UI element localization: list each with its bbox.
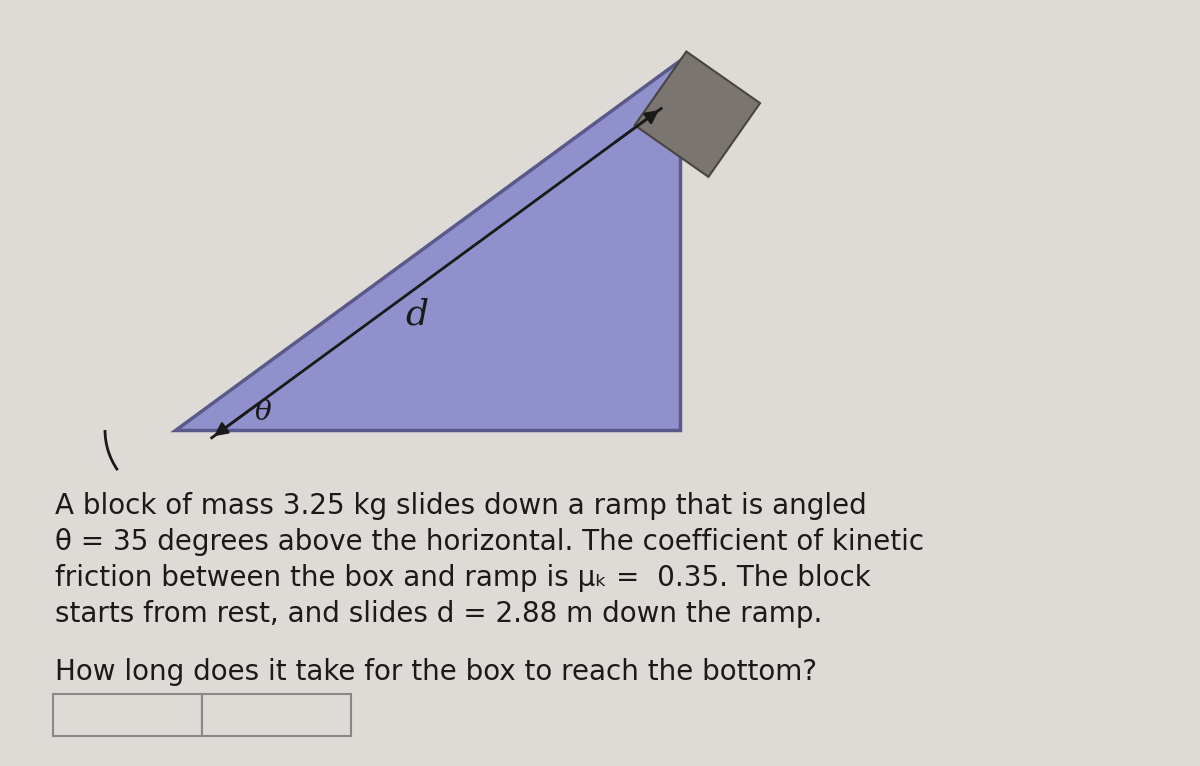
Text: θ: θ xyxy=(254,398,271,425)
Text: friction between the box and ramp is μₖ =  0.35. The block: friction between the box and ramp is μₖ … xyxy=(55,564,871,592)
Text: θ = 35 degrees above the horizontal. The coefficient of kinetic: θ = 35 degrees above the horizontal. The… xyxy=(55,528,924,556)
Text: starts from rest, and slides d = 2.88 m down the ramp.: starts from rest, and slides d = 2.88 m … xyxy=(55,600,822,628)
Text: A block of mass 3.25 kg slides down a ramp that is angled: A block of mass 3.25 kg slides down a ra… xyxy=(55,492,866,520)
FancyBboxPatch shape xyxy=(53,694,202,736)
Polygon shape xyxy=(175,60,680,430)
FancyBboxPatch shape xyxy=(202,694,352,736)
Text: How long does it take for the box to reach the bottom?: How long does it take for the box to rea… xyxy=(55,658,817,686)
Text: d: d xyxy=(406,298,428,332)
Polygon shape xyxy=(635,51,760,177)
